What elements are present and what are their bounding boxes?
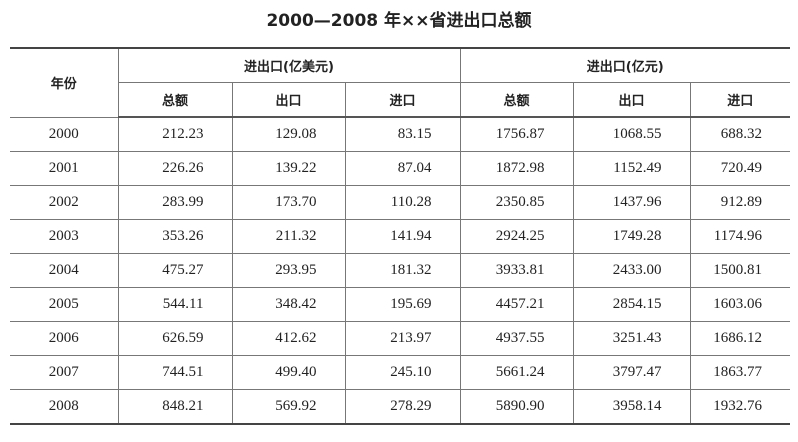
title: 2000—2008 年××省进出口总额 [266, 11, 532, 31]
group-row: 年份 进出口(亿美元) 进出口(亿元) [10, 47, 790, 118]
year-cell: 2004 [10, 253, 119, 288]
table-row: 2008 848.21 569.92 278.29 5890.90 3958.14 1932… [10, 389, 790, 425]
subheader-row: 总额 出口 进口 总额 出口 进口 [10, 82, 790, 118]
value-cell: 720.49 [689, 151, 790, 186]
year-cell: 2001 [10, 151, 119, 186]
value-cell: 1603.06 [689, 287, 790, 322]
value-cell: 3958.14 [572, 389, 691, 425]
group-header: 进出口(亿美元) [117, 47, 461, 83]
table: 年份 进出口(亿美元) 进出口(亿元) 总额 出口 进口 总额 出口 进口 2000 212… [10, 47, 790, 425]
value-cell: 4937.55 [459, 321, 574, 356]
table-row: 2004 475.27 293.95 181.32 3933.81 2433.00 1500… [10, 253, 790, 288]
value-cell: 195.69 [344, 287, 461, 322]
value-cell: 1174.96 [689, 219, 790, 254]
column-header: 出口 [231, 82, 346, 118]
column-header: 出口 [572, 82, 691, 118]
group-header: 进出口(亿元) [459, 47, 790, 83]
value-cell: 2924.25 [459, 219, 574, 254]
value-cell: 3251.43 [572, 321, 691, 356]
value-cell: 5890.90 [459, 389, 574, 425]
value-cell: 181.32 [344, 253, 461, 288]
value-cell: 173.70 [231, 185, 346, 220]
value-cell: 912.89 [689, 185, 790, 220]
column-header: 总额 [459, 82, 574, 118]
value-cell: 5661.24 [459, 355, 574, 390]
column-header: 进口 [344, 82, 461, 118]
value-cell: 129.08 [231, 116, 346, 152]
value-cell: 499.40 [231, 355, 346, 390]
value-cell: 544.11 [117, 287, 233, 322]
value-cell: 569.92 [231, 389, 346, 425]
value-cell: 211.32 [231, 219, 346, 254]
value-cell: 293.95 [231, 253, 346, 288]
year-cell: 2002 [10, 185, 119, 220]
table-body: 2000 212.23 129.08 83.15 1756.87 1068.55 688.3… [10, 116, 790, 425]
year-cell: 2003 [10, 219, 119, 254]
value-cell: 1152.49 [572, 151, 691, 186]
value-cell: 83.15 [344, 116, 461, 152]
table-row: 2002 283.99 173.70 110.28 2350.85 1437.96 912.… [10, 185, 790, 220]
value-cell: 139.22 [231, 151, 346, 186]
table-row: 2000 212.23 129.08 83.15 1756.87 1068.55 688.3… [10, 116, 790, 152]
value-cell: 1500.81 [689, 253, 790, 288]
value-cell: 626.59 [117, 321, 233, 356]
value-cell: 110.28 [344, 185, 461, 220]
table-row: 2007 744.51 499.40 245.10 5661.24 3797.47 1863… [10, 355, 790, 390]
value-cell: 848.21 [117, 389, 233, 425]
value-cell: 212.23 [117, 116, 233, 152]
value-cell: 141.94 [344, 219, 461, 254]
table-row: 2003 353.26 211.32 141.94 2924.25 1749.28 1174… [10, 219, 790, 254]
value-cell: 475.27 [117, 253, 233, 288]
value-cell: 1749.28 [572, 219, 691, 254]
corner-header: 年份 [10, 47, 119, 118]
value-cell: 688.32 [689, 116, 790, 152]
value-cell: 87.04 [344, 151, 461, 186]
value-cell: 3797.47 [572, 355, 691, 390]
value-cell: 744.51 [117, 355, 233, 390]
year-cell: 2005 [10, 287, 119, 322]
value-cell: 2854.15 [572, 287, 691, 322]
value-cell: 1437.96 [572, 185, 691, 220]
table-row: 2001 226.26 139.22 87.04 1872.98 1152.49 720.4… [10, 151, 790, 186]
value-cell: 412.62 [231, 321, 346, 356]
year-cell: 2006 [10, 321, 119, 356]
value-cell: 226.26 [117, 151, 233, 186]
value-cell: 4457.21 [459, 287, 574, 322]
value-cell: 2433.00 [572, 253, 691, 288]
value-cell: 278.29 [344, 389, 461, 425]
year-cell: 2007 [10, 355, 119, 390]
value-cell: 1756.87 [459, 116, 574, 152]
value-cell: 1932.76 [689, 389, 790, 425]
year-cell: 2008 [10, 389, 119, 425]
column-header: 总额 [118, 82, 233, 118]
column-header: 进口 [689, 82, 790, 118]
value-cell: 213.97 [344, 321, 461, 356]
value-cell: 1872.98 [459, 151, 574, 186]
value-cell: 353.26 [117, 219, 233, 254]
value-cell: 1863.77 [689, 355, 790, 390]
table-row: 2006 626.59 412.62 213.97 4937.55 3251.43 1686… [10, 321, 790, 356]
value-cell: 2350.85 [459, 185, 574, 220]
year-cell: 2000 [10, 116, 119, 152]
value-cell: 283.99 [117, 185, 233, 220]
value-cell: 3933.81 [459, 253, 574, 288]
table-row: 2005 544.11 348.42 195.69 4457.21 2854.15 1603… [10, 287, 790, 322]
value-cell: 245.10 [344, 355, 461, 390]
value-cell: 1068.55 [572, 116, 691, 152]
value-cell: 348.42 [231, 287, 346, 322]
value-cell: 1686.12 [689, 321, 790, 356]
